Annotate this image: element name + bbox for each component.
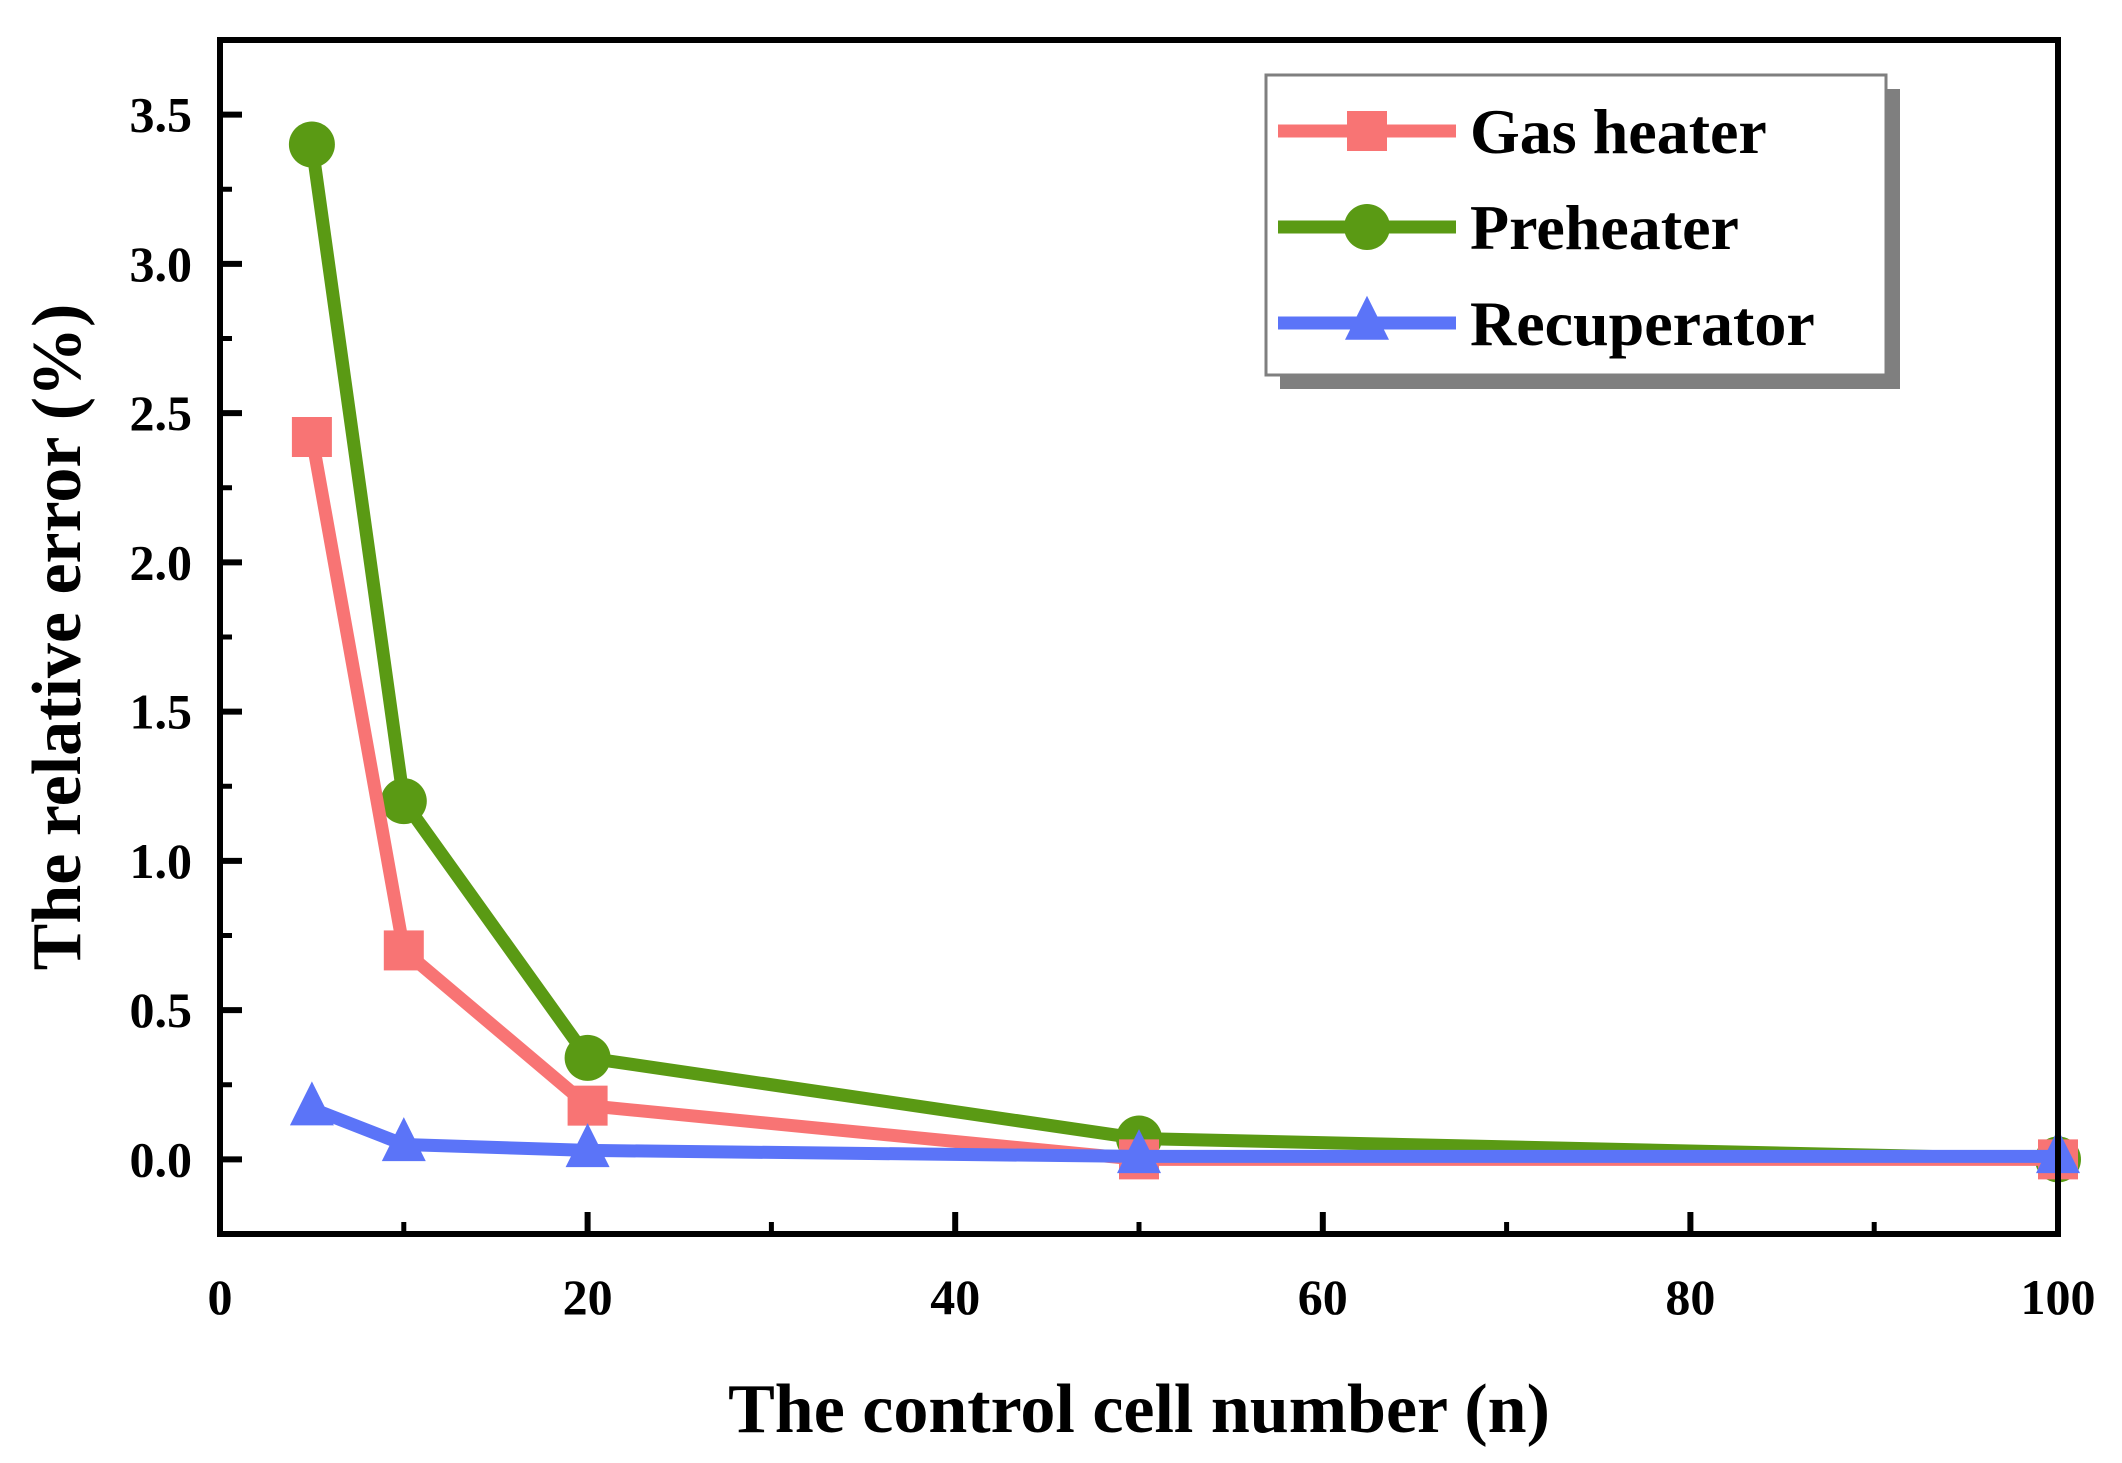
data-point [564,1034,611,1081]
x-tick-label: 100 [2021,1269,2096,1325]
data-point [381,1117,426,1162]
data-point [380,778,427,825]
x-axis-label: The control cell number (n) [728,1371,1550,1448]
triangle-marker-icon [1345,295,1389,340]
legend-label: Gas heater [1470,96,1767,167]
data-point [567,1085,608,1126]
y-tick-label: 0.0 [130,1131,193,1187]
tick-labels: 0 20 40 60 80 100 0.0 0.5 1.0 1.5 2.0 2.5 3.0 3.5 [130,87,2096,1325]
y-tick-label: 2.0 [130,534,193,590]
legend-entry: Gas heater [1278,96,1767,167]
x-tick-label: 60 [1298,1269,1348,1325]
y-tick-label: 3.5 [130,87,193,143]
data-point [288,121,335,168]
series-recuperator [289,1081,2080,1174]
x-tick-label: 20 [563,1269,613,1325]
data-point [291,417,332,458]
data-point [1117,1129,1161,1174]
legend-entry: Preheater [1278,192,1739,263]
legend-entry: Recuperator [1278,288,1815,359]
y-tick-label: 2.5 [130,385,193,441]
plot-frame [217,37,2061,1237]
y-tick-label: 1.5 [130,684,193,740]
y-tick-label: 0.5 [130,982,193,1038]
y-tick-label: 1.0 [130,833,193,889]
data-point [289,1081,334,1126]
y-tick-label: 3.0 [130,236,193,292]
legend: Gas heater Preheater Recuperator [1264,73,1900,389]
data-point [565,1123,610,1168]
legend-label: Recuperator [1470,288,1815,359]
x-tick-label: 40 [930,1269,980,1325]
x-tick-label: 80 [1665,1269,1715,1325]
x-tick-label: 0 [208,1269,233,1325]
legend-label: Preheater [1470,192,1739,263]
square-marker-icon [1347,111,1387,151]
series-layer [288,121,2081,1183]
circle-marker-icon [1344,204,1390,250]
series-gas-heater [291,417,2078,1180]
y-axis-label: The relative error (%) [19,304,96,971]
data-point [383,930,424,971]
